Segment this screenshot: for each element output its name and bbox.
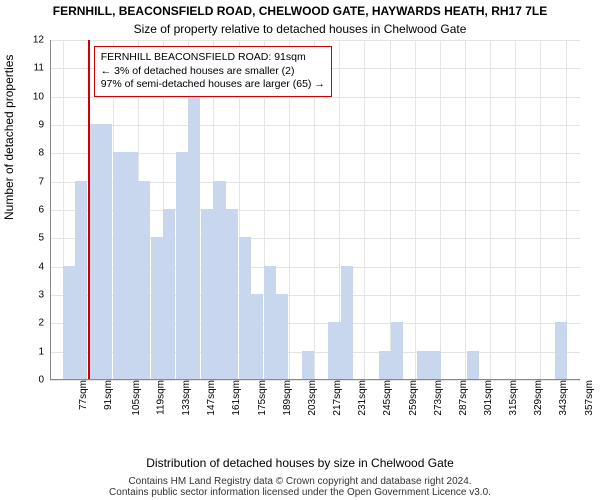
y-tick-label: 12 — [33, 35, 50, 46]
x-tick-label: 91sqm — [99, 380, 114, 410]
y-tick-label: 3 — [38, 290, 50, 301]
histogram-bar — [264, 266, 276, 380]
gridline-v — [415, 40, 416, 380]
x-tick-label: 133sqm — [177, 380, 192, 416]
x-tick-label: 175sqm — [252, 380, 267, 416]
x-tick-label: 189sqm — [278, 380, 293, 416]
x-tick-label: 357sqm — [579, 380, 594, 416]
histogram-bar — [176, 152, 188, 380]
y-tick-label: 6 — [38, 205, 50, 216]
histogram-bar — [213, 181, 225, 380]
chart-footer: Contains HM Land Registry data © Crown c… — [0, 474, 600, 500]
histogram-bar — [125, 152, 137, 380]
x-tick-label: 315sqm — [504, 380, 519, 416]
y-axis-label: Number of detached properties — [2, 55, 16, 220]
annotation-box: FERNHILL BEACONSFIELD ROAD: 91sqm← 3% of… — [94, 46, 332, 97]
histogram-bar — [341, 266, 353, 380]
annotation-line3: 97% of semi-detached houses are larger (… — [101, 78, 325, 92]
histogram-bar — [63, 266, 75, 380]
histogram-bar — [391, 322, 403, 380]
annotation-line1: FERNHILL BEACONSFIELD ROAD: 91sqm — [101, 51, 325, 65]
histogram-bar — [302, 351, 314, 380]
x-tick-label: 343sqm — [554, 380, 569, 416]
y-tick-label: 4 — [38, 261, 50, 272]
histogram-bar — [417, 351, 429, 380]
histogram-bar — [113, 152, 125, 380]
histogram-bar — [226, 209, 238, 380]
property-marker-line — [88, 40, 90, 380]
gridline-v — [490, 40, 491, 380]
histogram-bar — [555, 322, 567, 380]
x-tick-label: 77sqm — [74, 380, 89, 410]
x-tick-label: 217sqm — [328, 380, 343, 416]
annotation-line2: ← 3% of detached houses are smaller (2) — [101, 65, 325, 79]
histogram-bar — [151, 237, 163, 380]
gridline-v — [440, 40, 441, 380]
plot-area: FERNHILL BEACONSFIELD ROAD: 91sqm← 3% of… — [50, 40, 580, 380]
footer-line2: Contains public sector information licen… — [109, 487, 491, 498]
x-tick-label: 203sqm — [303, 380, 318, 416]
y-tick-label: 8 — [38, 148, 50, 159]
x-tick-label: 231sqm — [353, 380, 368, 416]
histogram-bar — [328, 322, 340, 380]
histogram-bar — [138, 181, 150, 380]
gridline-v — [515, 40, 516, 380]
chart-container: FERNHILL, BEACONSFIELD ROAD, CHELWOOD GA… — [0, 0, 600, 500]
histogram-bar — [251, 294, 263, 380]
histogram-bar — [276, 294, 288, 380]
x-tick-label: 147sqm — [202, 380, 217, 416]
x-tick-label: 273sqm — [428, 380, 443, 416]
chart-title-main: FERNHILL, BEACONSFIELD ROAD, CHELWOOD GA… — [0, 4, 600, 18]
x-axis-label: Distribution of detached houses by size … — [0, 456, 600, 470]
x-tick-label: 119sqm — [151, 380, 166, 415]
x-tick-label: 105sqm — [127, 380, 142, 416]
y-tick-label: 1 — [38, 346, 50, 357]
x-tick-label: 259sqm — [403, 380, 418, 416]
histogram-bar — [379, 351, 391, 380]
y-tick-label: 7 — [38, 176, 50, 187]
histogram-bar — [201, 209, 213, 380]
histogram-bar — [239, 237, 251, 380]
y-tick-label: 11 — [34, 63, 50, 74]
histogram-bar — [467, 351, 479, 380]
histogram-bar — [75, 181, 87, 380]
footer-line1: Contains HM Land Registry data © Crown c… — [128, 476, 471, 487]
chart-title-subtitle: Size of property relative to detached ho… — [0, 22, 600, 36]
y-axis-line — [50, 40, 51, 380]
histogram-bar — [188, 67, 200, 380]
gridline-v — [465, 40, 466, 380]
y-tick-label: 0 — [38, 375, 50, 386]
y-tick-label: 2 — [38, 318, 50, 329]
histogram-bar — [429, 351, 441, 380]
histogram-bar — [100, 124, 112, 380]
gridline-v — [364, 40, 365, 380]
x-tick-label: 245sqm — [378, 380, 393, 416]
x-tick-label: 329sqm — [529, 380, 544, 416]
y-tick-label: 5 — [38, 233, 50, 244]
histogram-bar — [163, 209, 175, 380]
x-tick-label: 301sqm — [479, 380, 494, 416]
y-tick-label: 9 — [38, 120, 50, 131]
gridline-v — [540, 40, 541, 380]
y-tick-label: 10 — [33, 91, 50, 102]
x-tick-label: 161sqm — [227, 380, 242, 416]
x-tick-label: 287sqm — [454, 380, 469, 416]
